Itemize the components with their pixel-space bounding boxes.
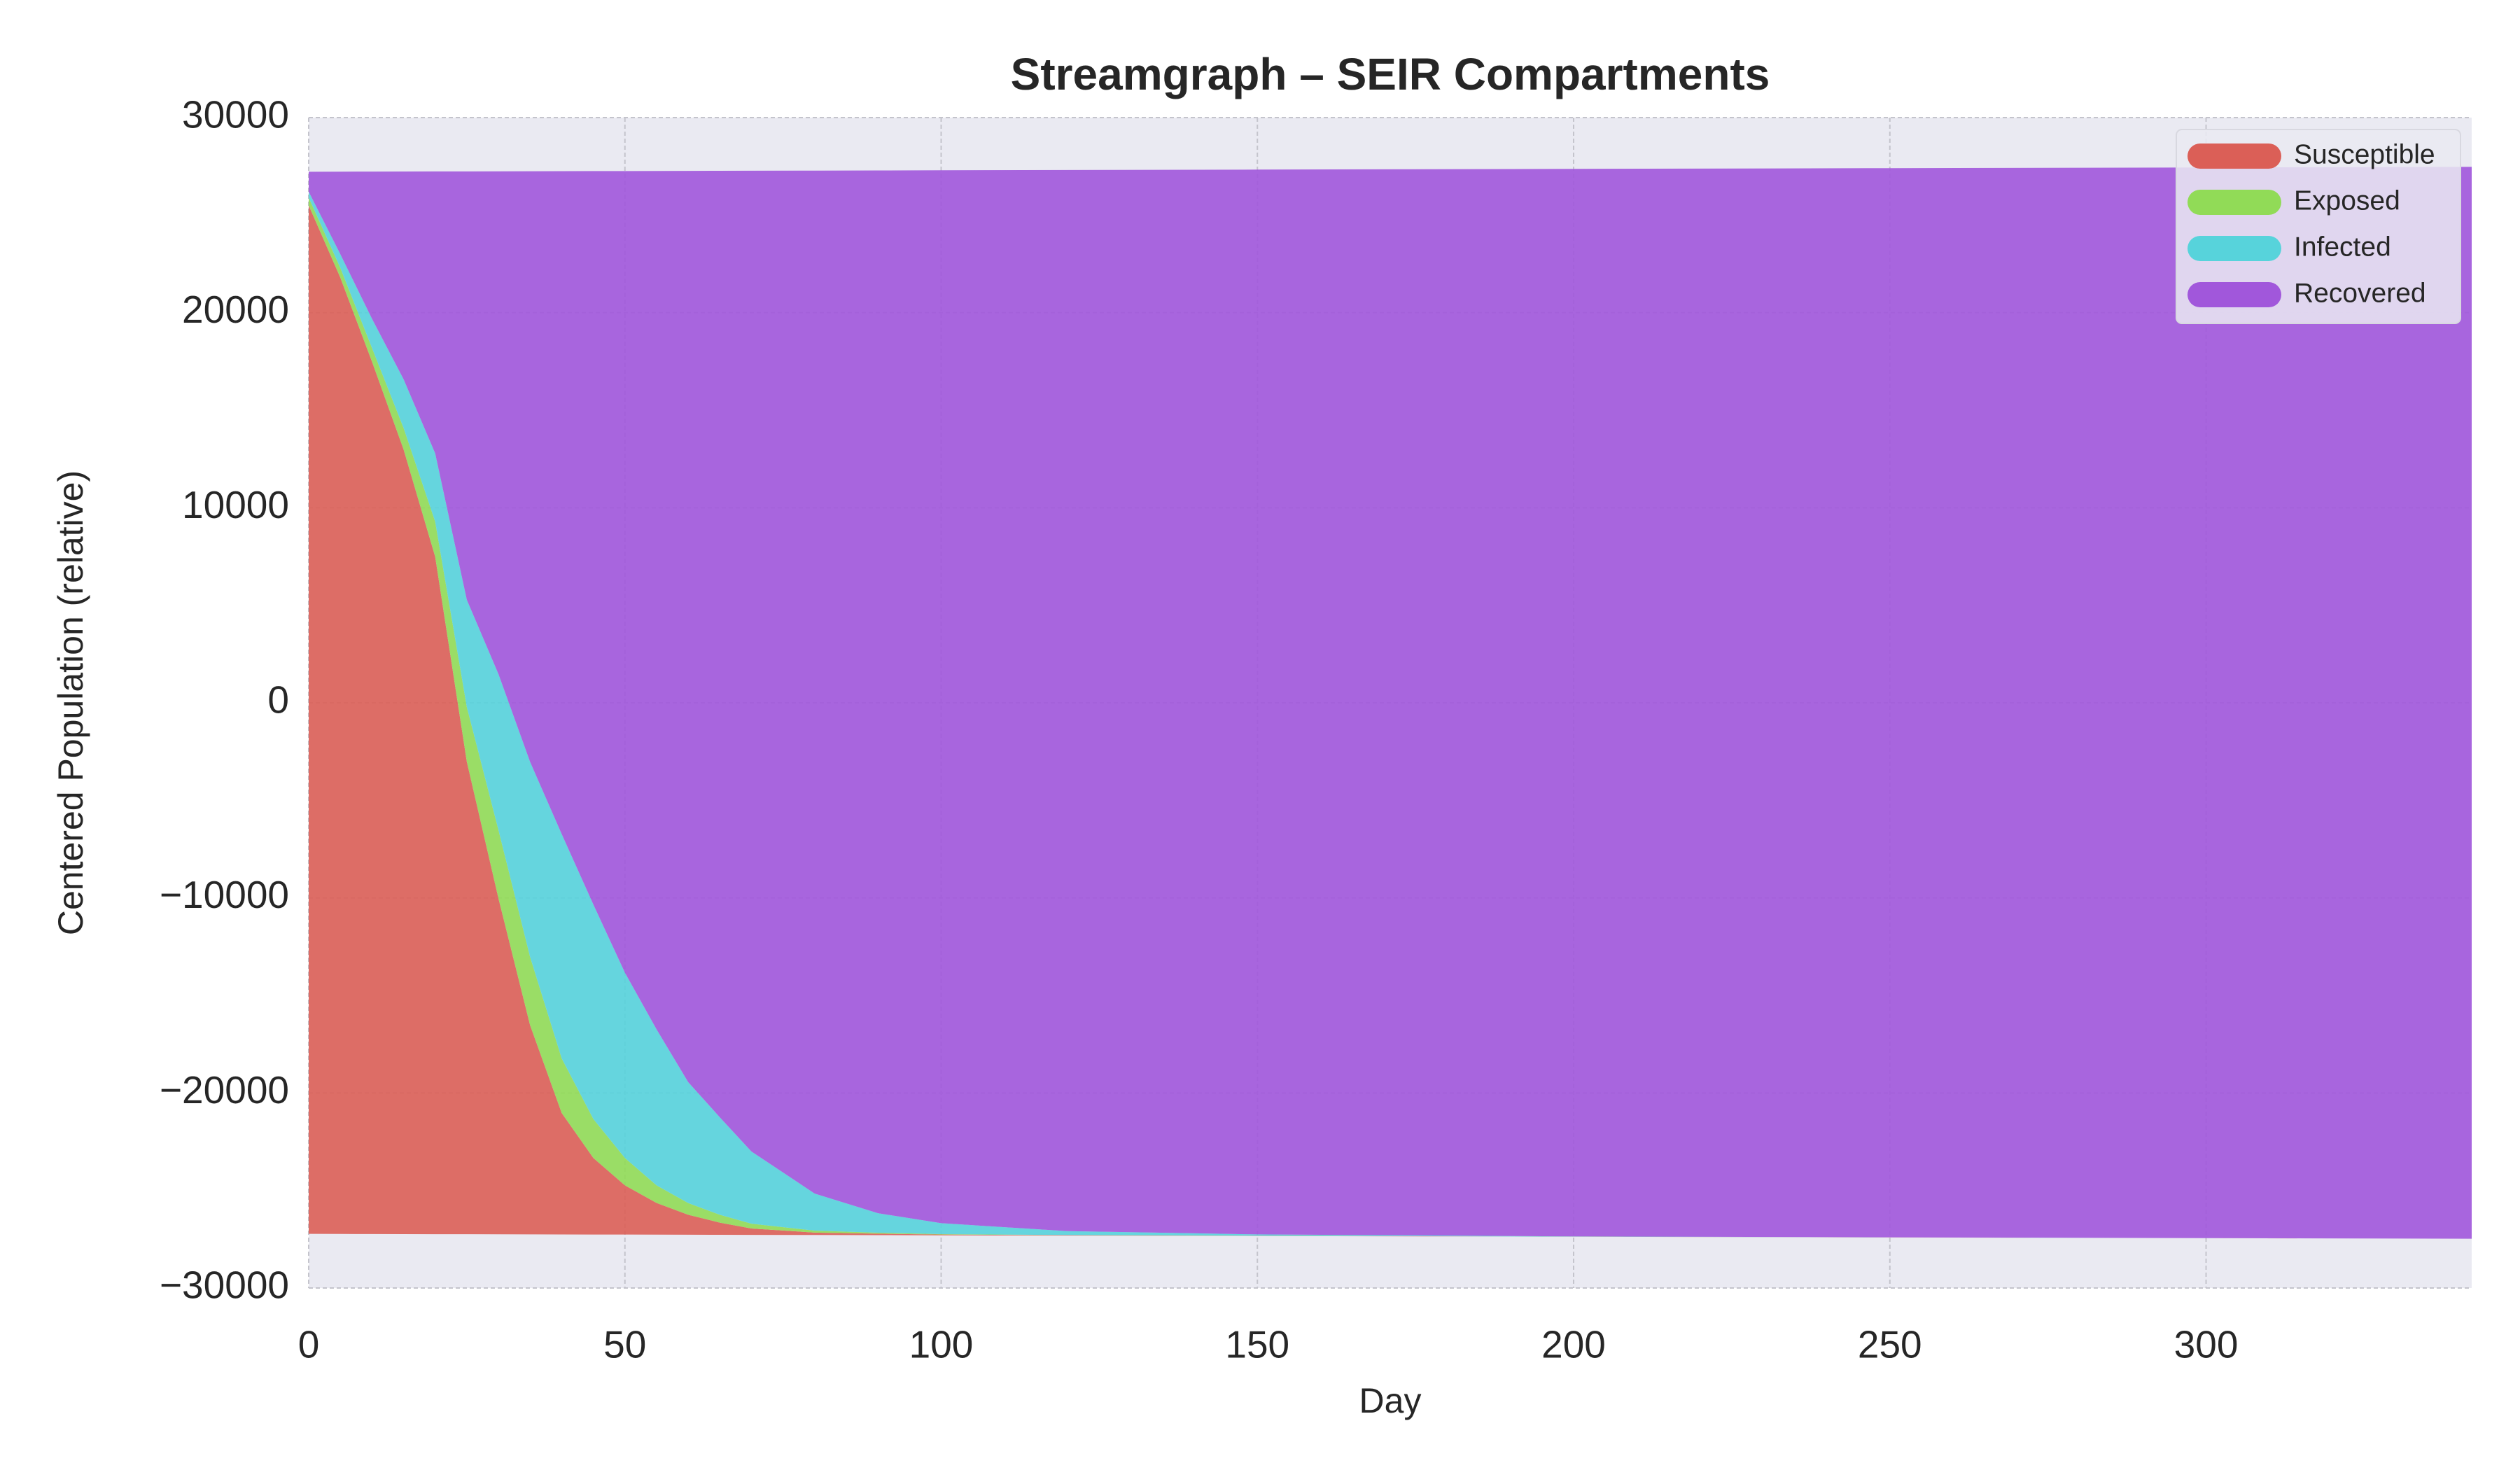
legend-swatch xyxy=(2188,236,2281,261)
y-tick-label: 30000 xyxy=(182,93,289,136)
y-tick-label: 10000 xyxy=(182,483,289,526)
y-tick-label: 20000 xyxy=(182,288,289,331)
legend-swatch xyxy=(2188,144,2281,169)
x-tick-label: 150 xyxy=(1225,1323,1289,1366)
legend-label: Recovered xyxy=(2294,278,2426,308)
legend-label: Exposed xyxy=(2294,186,2400,216)
x-tick-label: 0 xyxy=(298,1323,320,1366)
areas xyxy=(309,167,2472,1239)
stream-area xyxy=(309,205,2472,1239)
chart-title: Streamgraph – SEIR Compartments xyxy=(1011,49,1770,99)
y-tick-label: −30000 xyxy=(160,1264,289,1307)
legend-swatch xyxy=(2188,190,2281,215)
legend-swatch xyxy=(2188,282,2281,307)
x-tick-label: 100 xyxy=(909,1323,974,1366)
x-axis-label: Day xyxy=(1359,1381,1422,1420)
y-tick-label: 0 xyxy=(267,678,289,722)
x-tick-label: 250 xyxy=(1858,1323,1922,1366)
legend-label: Susceptible xyxy=(2294,139,2435,169)
y-tick-label: −10000 xyxy=(160,873,289,916)
legend-box xyxy=(2176,129,2461,324)
ticks: −30000 −20000 −10000 0 10000 20000 30000 0 50 100… xyxy=(160,93,2238,1366)
x-tick-label: 300 xyxy=(2174,1323,2239,1366)
x-tick-label: 200 xyxy=(1541,1323,1606,1366)
y-tick-label: −20000 xyxy=(160,1068,289,1112)
y-axis-label: Centered Population (relative) xyxy=(51,470,90,935)
x-tick-label: 50 xyxy=(603,1323,646,1366)
legend-label: Infected xyxy=(2294,232,2391,262)
stream-area xyxy=(309,167,2472,1239)
legend: Susceptible Exposed Infected Recovered xyxy=(2176,129,2461,324)
